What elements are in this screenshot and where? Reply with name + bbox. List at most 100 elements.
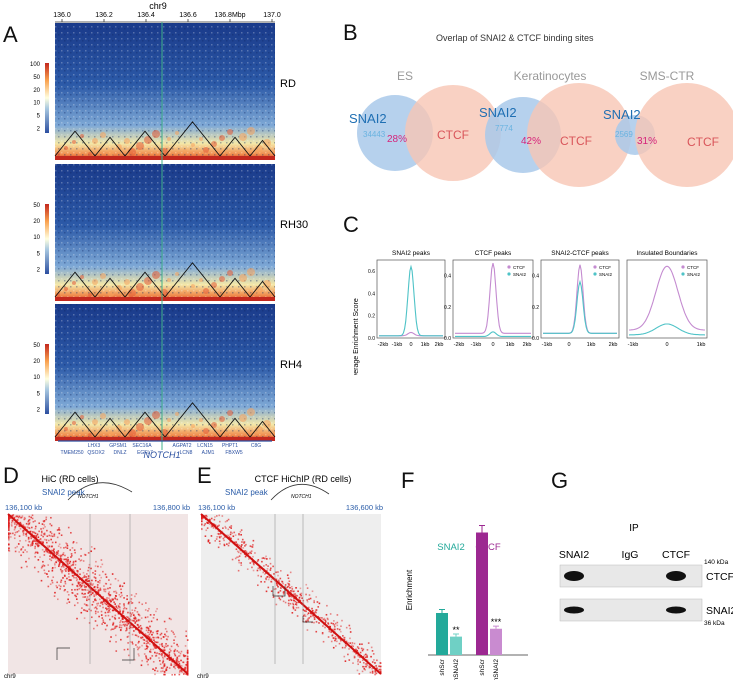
contact-dot: [123, 621, 126, 623]
contact-dot: [292, 603, 295, 606]
contact-dot: [147, 627, 150, 630]
contact-dot: [265, 578, 267, 581]
contact-dot: [111, 609, 114, 612]
contact-dot: [76, 584, 78, 587]
contact-dot: [145, 640, 148, 642]
contact-dot: [375, 667, 378, 669]
contact-dot: [162, 660, 165, 662]
contact-dot: [23, 516, 26, 519]
contact-dot: [103, 601, 106, 604]
venn-snai2-label: SNAI2: [603, 107, 641, 122]
g-blot-strip: [559, 598, 703, 622]
contact-dot: [232, 535, 235, 538]
contact-dot: [281, 595, 284, 598]
contact-dot: [296, 594, 299, 597]
contact-dot: [83, 589, 85, 591]
contact-dot: [109, 594, 112, 596]
contact-dot: [18, 535, 21, 537]
contact-dot: [326, 604, 328, 607]
contact-dot: [355, 648, 357, 651]
contact-dot: [83, 576, 85, 578]
contact-dot: [34, 551, 37, 554]
heatmap-hotspot: [203, 428, 209, 434]
contact-dot: [100, 601, 103, 603]
contact-dot: [249, 562, 252, 564]
contact-dot: [286, 582, 289, 585]
contact-dot: [36, 534, 39, 536]
heatmap-hotspot: [136, 142, 144, 150]
contact-dot: [183, 655, 186, 658]
contact-dot: [31, 517, 34, 520]
contact-dot: [366, 656, 368, 658]
contact-dot: [299, 593, 302, 596]
contact-dot: [186, 673, 189, 676]
contact-dot: [50, 532, 53, 535]
panel-label-g: G: [551, 468, 569, 493]
contact-dot: [148, 637, 151, 639]
venn-overlap-pct: 42%: [521, 136, 541, 147]
contact-dot: [177, 655, 180, 657]
contact-dot: [173, 639, 175, 641]
contact-dot: [253, 563, 255, 566]
gene-label: LHX3: [88, 443, 101, 449]
contact-dot: [97, 611, 99, 613]
contact-dot: [359, 643, 361, 646]
contact-dot: [127, 654, 130, 657]
contact-dot: [160, 632, 163, 635]
contact-dot: [283, 591, 285, 593]
contact-dot: [28, 557, 30, 560]
contact-dot: [161, 653, 163, 655]
contact-dot: [359, 656, 361, 658]
contact-dot: [289, 602, 292, 605]
contact-dot: [370, 655, 372, 658]
contact-dot: [289, 586, 291, 589]
contact-dot: [68, 573, 70, 575]
contact-dot: [56, 536, 59, 539]
contact-dot: [315, 630, 318, 633]
contact-dot: [170, 649, 172, 652]
contact-dot: [109, 599, 111, 601]
heatmap-hotspot: [167, 278, 171, 282]
contact-dot: [154, 651, 156, 654]
contact-dot: [348, 648, 350, 650]
contact-dot: [102, 570, 104, 573]
contact-dot: [42, 535, 44, 538]
contact-dot: [79, 586, 82, 589]
contact-dot: [77, 585, 79, 588]
contact-dot: [45, 539, 48, 541]
gene-label: FBXW5: [225, 450, 242, 456]
contact-dot: [61, 570, 64, 572]
contact-dot: [160, 637, 163, 640]
heatmap-hotspot: [263, 139, 271, 147]
contact-dot: [60, 565, 63, 568]
contact-dot: [128, 619, 131, 621]
contact-dot: [10, 523, 13, 526]
contact-dot: [306, 600, 309, 603]
gene-label: TMEM250: [60, 450, 83, 456]
contact-dot: [311, 607, 313, 610]
contact-dot: [371, 672, 374, 674]
contact-dot: [274, 588, 277, 590]
contact-dot: [121, 585, 124, 588]
contact-dot: [108, 591, 111, 593]
color-scale-label: 2: [37, 126, 41, 132]
heatmap-hotspot: [239, 274, 247, 282]
contact-dot: [149, 625, 151, 628]
contact-dot: [127, 635, 130, 638]
contact-dot: [269, 569, 272, 571]
heatmap-hotspot: [191, 284, 195, 288]
contact-dot: [96, 584, 99, 586]
contact-dot: [374, 673, 376, 676]
contact-dot: [76, 617, 78, 620]
panel-label-f: F: [401, 468, 415, 493]
contact-dot: [266, 568, 269, 570]
contact-dot: [363, 667, 366, 670]
contact-dot: [369, 666, 372, 668]
contact-dot: [54, 557, 57, 560]
contact-dot: [40, 534, 43, 537]
contact-dot: [57, 560, 60, 562]
contact-dot: [63, 585, 65, 587]
contact-dot: [299, 599, 302, 602]
contact-dot: [123, 606, 126, 609]
contact-dot: [374, 671, 377, 674]
